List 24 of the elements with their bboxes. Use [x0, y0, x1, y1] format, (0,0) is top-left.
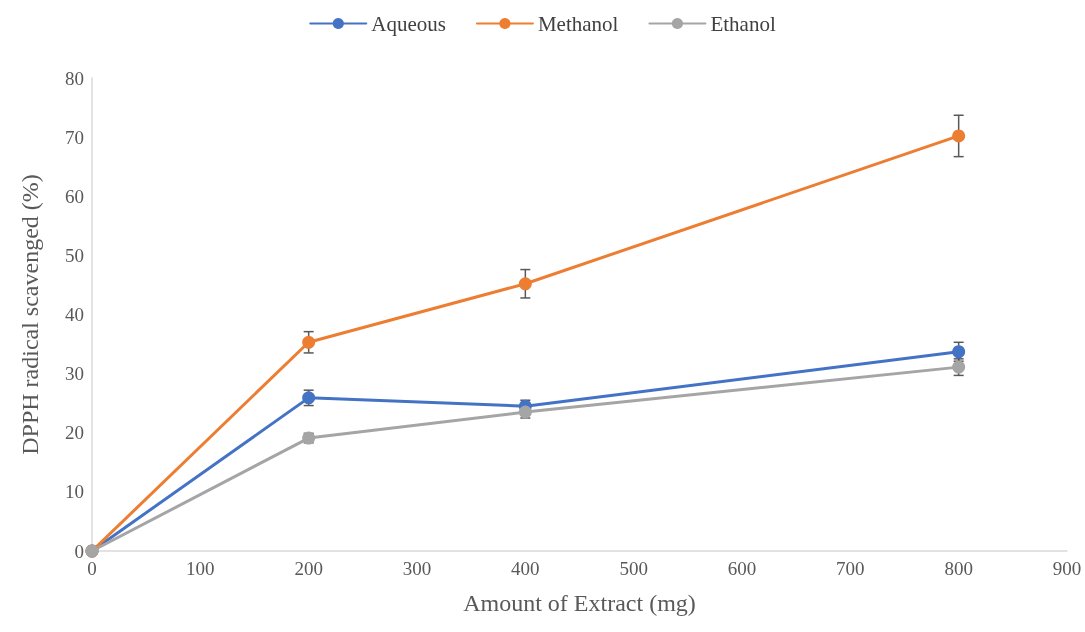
y-tick-label: 10 [65, 481, 84, 503]
x-tick-label: 0 [87, 558, 97, 579]
y-tick-label: 50 [65, 244, 84, 266]
y-tick-label: 60 [65, 185, 84, 207]
x-axis-title: Amount of Extract (mg) [463, 590, 696, 616]
x-tick-label: 600 [727, 558, 757, 579]
x-tick-label: 200 [294, 558, 323, 579]
y-tick-label: 80 [65, 67, 84, 89]
y-axis-title: DPPH radical scavenged (%) [17, 174, 43, 455]
y-tick-label: 40 [65, 304, 84, 325]
x-tick-label: 900 [1052, 558, 1082, 579]
legend-label: Aqueous [371, 11, 446, 36]
x-tick-label: 700 [836, 558, 865, 579]
y-tick-label: 0 [74, 540, 84, 562]
legend-label: Ethanol [710, 11, 776, 36]
x-tick-label: 300 [402, 558, 432, 579]
y-tick-label: 70 [65, 126, 84, 148]
x-tick-label: 100 [186, 558, 215, 579]
y-tick-label: 20 [65, 422, 84, 444]
x-tick-label: 800 [944, 558, 973, 579]
x-tick-label: 400 [511, 558, 540, 579]
legend-label: Methanol [537, 11, 619, 36]
y-tick-label: 30 [65, 363, 84, 385]
x-tick-label: 500 [619, 558, 648, 579]
